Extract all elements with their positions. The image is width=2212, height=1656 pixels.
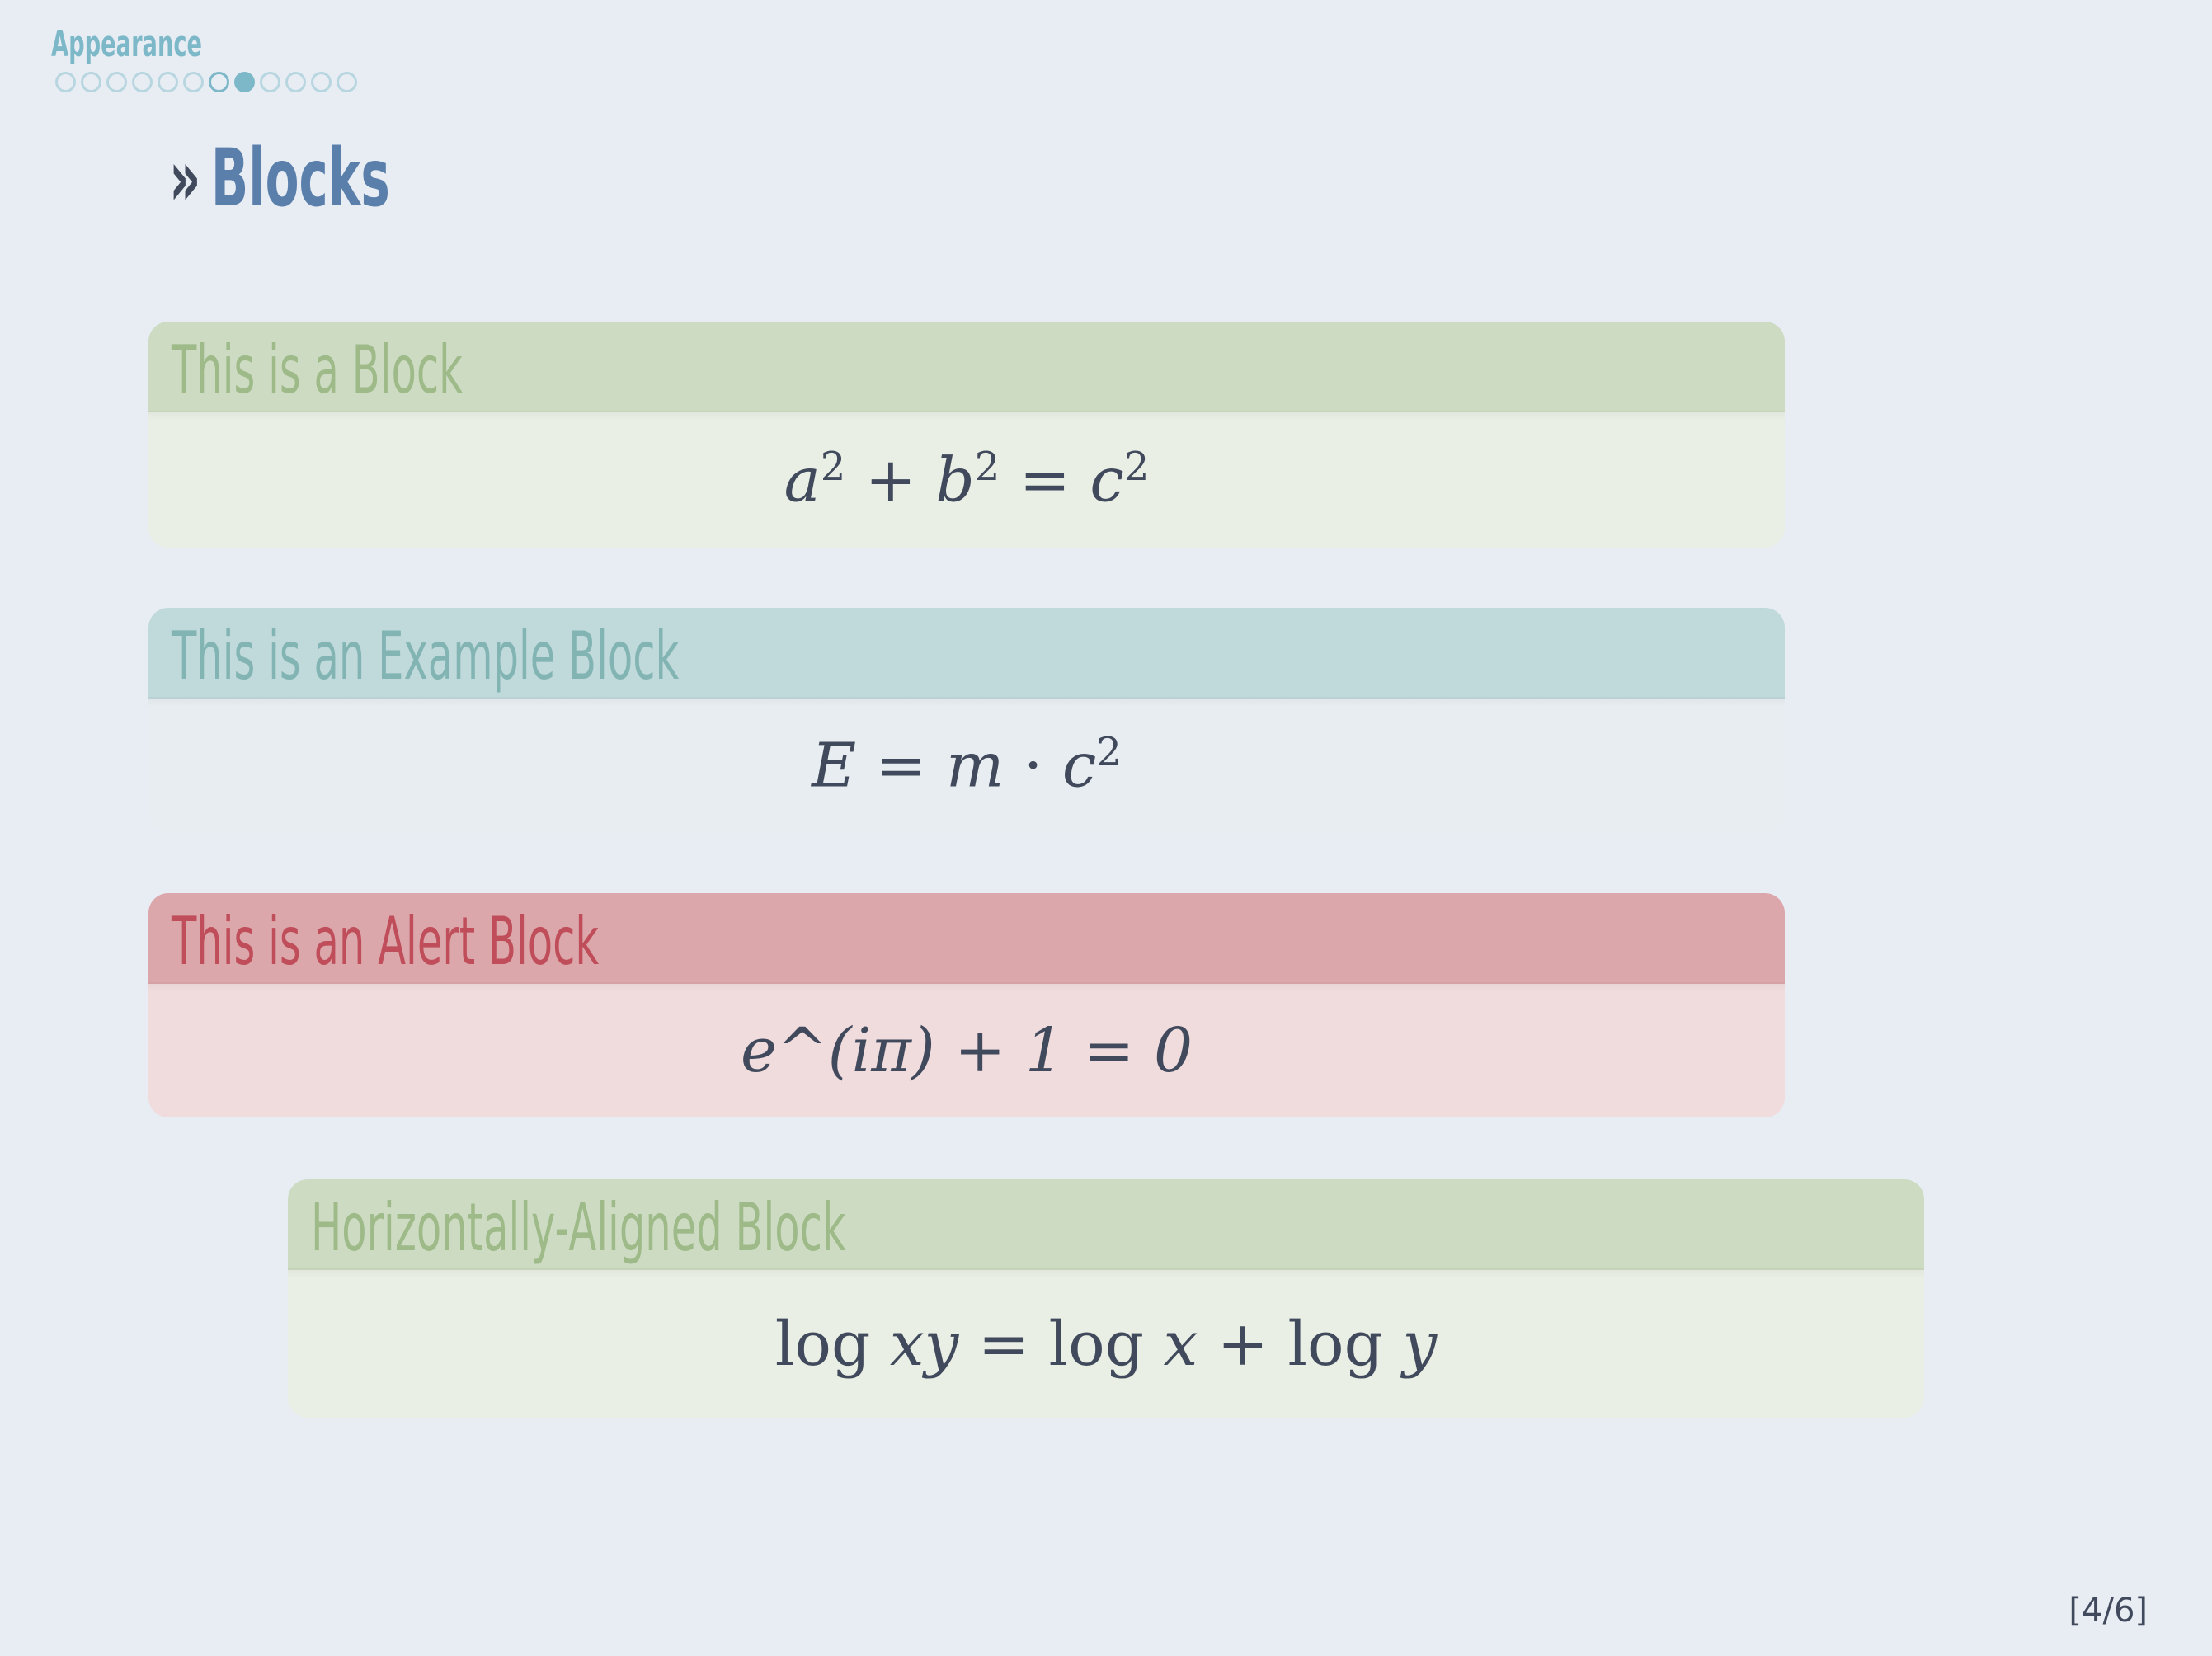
block: This is a Block a2 + b2 = c2	[148, 322, 1785, 548]
horizontally-aligned-block: Horizontally-Aligned Block log xy = log …	[288, 1179, 1924, 1418]
alert-block: This is an Alert Block e^(iπ) + 1 = 0	[148, 893, 1785, 1117]
nav-dot-9[interactable]	[260, 72, 280, 92]
nav-dot-7[interactable]	[209, 72, 229, 92]
block-body: log xy = log x + log y	[288, 1270, 1924, 1418]
block-header: Horizontally-Aligned Block	[288, 1179, 1924, 1278]
chevron-icon: »	[169, 132, 201, 224]
nav-dot-6[interactable]	[183, 72, 204, 92]
block-body: E = m · c2	[148, 699, 1785, 832]
example-block: This is an Example Block E = m · c2	[148, 608, 1785, 832]
block-math: E = m · c2	[812, 729, 1122, 802]
page-title: » Blocks	[169, 132, 390, 224]
block-math: e^(iπ) + 1 = 0	[740, 1015, 1193, 1086]
nav-dot-1[interactable]	[55, 72, 76, 92]
block-body: e^(iπ) + 1 = 0	[148, 984, 1785, 1117]
block-math: a2 + b2 = c2	[784, 444, 1150, 516]
block-header: This is a Block	[148, 322, 1785, 421]
block-title: This is an Alert Block	[172, 903, 600, 980]
nav-dot-8[interactable]	[234, 72, 255, 92]
block-header: This is an Alert Block	[148, 893, 1785, 992]
nav-dot-11[interactable]	[311, 72, 332, 92]
block-math: log xy = log x + log y	[774, 1308, 1438, 1380]
block-title: Horizontally-Aligned Block	[311, 1189, 846, 1266]
nav-dot-2[interactable]	[81, 72, 101, 92]
block-header: This is an Example Block	[148, 608, 1785, 707]
nav-dot-5[interactable]	[158, 72, 178, 92]
nav-dot-10[interactable]	[285, 72, 306, 92]
nav-dot-4[interactable]	[132, 72, 153, 92]
page-number: [4/6]	[2068, 1592, 2148, 1630]
slide-navigation-dots	[55, 72, 357, 92]
block-title: This is an Example Block	[172, 618, 680, 694]
block-title: This is a Block	[172, 332, 463, 408]
block-body: a2 + b2 = c2	[148, 412, 1785, 548]
nav-dot-12[interactable]	[337, 72, 357, 92]
section-title[interactable]: Appearance	[51, 23, 203, 65]
nav-dot-3[interactable]	[106, 72, 127, 92]
